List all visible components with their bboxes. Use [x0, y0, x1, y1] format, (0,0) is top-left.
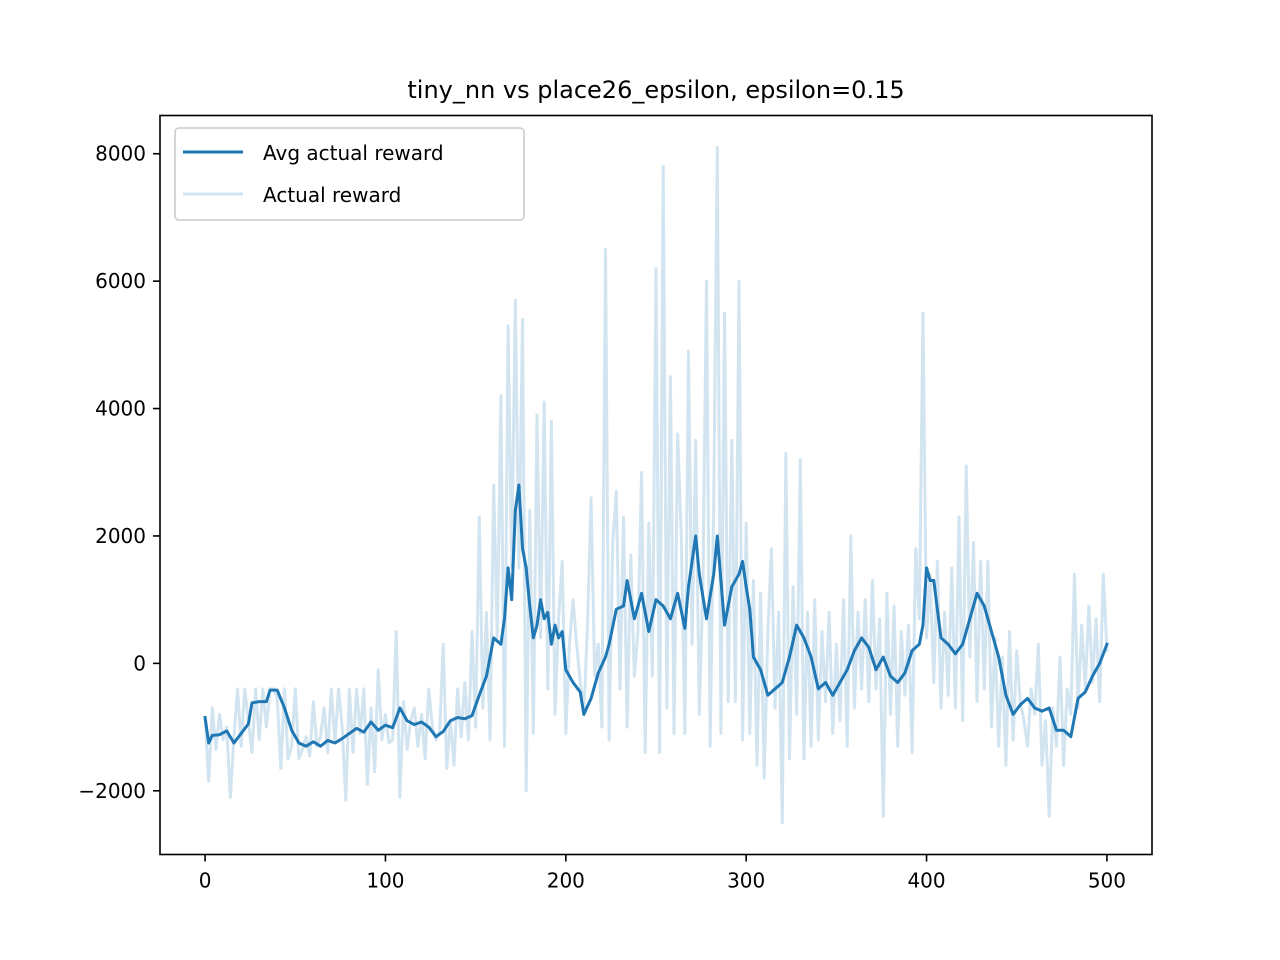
series-layer: [203, 145, 1109, 825]
y-tick-label: 4000: [95, 397, 146, 421]
x-tick-label: 0: [199, 869, 212, 893]
y-tick-label: 2000: [95, 524, 146, 548]
x-tick-label: 200: [547, 869, 585, 893]
series-line-actual-reward: [203, 145, 1109, 825]
legend-frame: [174, 127, 525, 221]
x-tick-label: 400: [907, 869, 945, 893]
x-tick-label: 500: [1088, 869, 1126, 893]
y-tick-label: 6000: [95, 269, 146, 293]
x-tick-label: 100: [366, 869, 404, 893]
series-line-avg-actual-reward: [203, 483, 1109, 748]
legend: Avg actual reward Actual reward: [174, 127, 525, 221]
x-tick-label: 300: [727, 869, 765, 893]
y-axis: −2000 0 2000 4000 6000 8000: [78, 142, 160, 803]
y-tick-label: 8000: [95, 142, 146, 166]
chart-title: tiny_nn vs place26_epsilon, epsilon=0.15: [407, 76, 904, 104]
x-axis: 0 100 200 300 400 500: [199, 854, 1126, 893]
y-tick-label: −2000: [78, 779, 146, 803]
plot-frame: [159, 114, 1153, 856]
legend-label-avg-actual-reward: Avg actual reward: [263, 141, 444, 165]
y-tick-label: 0: [133, 651, 146, 675]
legend-label-actual-reward: Actual reward: [263, 183, 401, 207]
